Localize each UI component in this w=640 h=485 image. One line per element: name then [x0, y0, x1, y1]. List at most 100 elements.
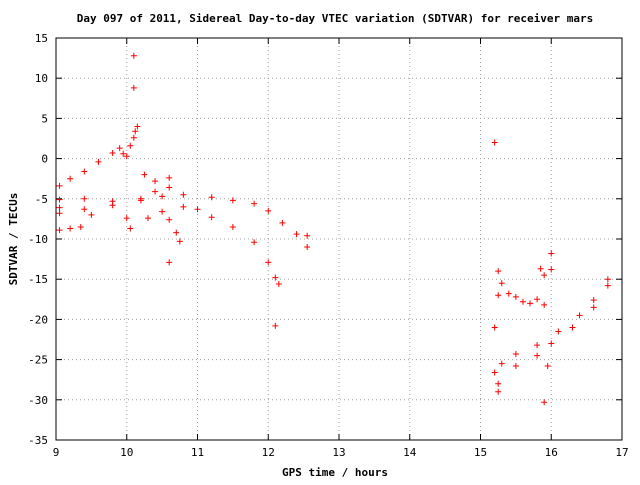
data-point	[229, 197, 236, 204]
data-point	[279, 219, 286, 226]
data-point	[548, 250, 555, 257]
data-point	[251, 200, 258, 207]
data-point	[137, 197, 144, 204]
x-tick-label: 15	[474, 446, 487, 459]
data-point	[130, 84, 137, 91]
data-point	[81, 195, 88, 202]
x-axis-label: GPS time / hours	[282, 466, 388, 479]
data-point	[491, 324, 498, 331]
data-point	[56, 227, 63, 234]
y-tick-label: 0	[41, 153, 48, 166]
data-point	[166, 174, 173, 181]
data-point	[275, 281, 282, 288]
data-point	[166, 216, 173, 223]
y-tick-label: 15	[35, 32, 48, 45]
x-tick-label: 17	[615, 446, 628, 459]
data-point	[208, 194, 215, 201]
data-point	[512, 293, 519, 300]
data-point	[527, 300, 534, 307]
data-point	[541, 399, 548, 406]
x-tick-label: 14	[403, 446, 417, 459]
data-point	[251, 239, 258, 246]
data-point	[81, 168, 88, 175]
data-point	[144, 215, 151, 222]
data-point	[56, 204, 63, 211]
data-point	[604, 276, 611, 283]
data-point	[152, 178, 159, 185]
grid-layer	[56, 38, 622, 440]
y-tick-label: -20	[28, 313, 48, 326]
data-point	[534, 296, 541, 303]
x-tick-label: 16	[545, 446, 558, 459]
data-point	[495, 292, 502, 299]
data-point	[208, 214, 215, 221]
data-point	[544, 363, 551, 370]
data-point	[541, 301, 548, 308]
data-point	[512, 363, 519, 370]
x-tick-label: 10	[120, 446, 133, 459]
y-tick-labels: 15 10 5 0 -5 -10 -15 -20 -25 -30 -35	[28, 32, 48, 447]
tick-layer	[55, 37, 623, 441]
data-point	[180, 191, 187, 198]
data-point	[166, 184, 173, 191]
data-point	[194, 206, 201, 213]
data-point	[123, 153, 130, 160]
points-layer	[56, 52, 611, 406]
data-point	[272, 322, 279, 329]
data-point	[130, 52, 137, 59]
data-point	[132, 128, 139, 135]
data-point	[304, 244, 311, 251]
data-point	[590, 304, 597, 311]
data-point	[81, 206, 88, 213]
data-point	[519, 298, 526, 305]
data-point	[498, 280, 505, 287]
data-point	[116, 145, 123, 152]
y-axis-label: SDTVAR / TECUs	[7, 193, 20, 286]
chart-title: Day 097 of 2011, Sidereal Day-to-day VTE…	[77, 12, 594, 25]
data-point	[495, 380, 502, 387]
x-tick-labels: 9 10 11 12 13 14 15 16 17	[53, 446, 629, 459]
data-point	[272, 274, 279, 281]
y-tick-label: -10	[28, 233, 48, 246]
y-tick-label: -35	[28, 434, 48, 447]
data-point	[304, 232, 311, 239]
data-point	[109, 149, 116, 156]
data-point	[265, 207, 272, 214]
y-tick-label: 10	[35, 72, 48, 85]
data-point	[537, 265, 544, 272]
data-point	[67, 225, 74, 232]
x-tick-label: 11	[191, 446, 204, 459]
x-tick-label: 9	[53, 446, 60, 459]
y-tick-label: 5	[41, 112, 48, 125]
data-point	[95, 158, 102, 165]
data-point	[498, 360, 505, 367]
y-tick-label: -25	[28, 354, 48, 367]
data-point	[548, 340, 555, 347]
data-point	[512, 350, 519, 357]
data-point	[88, 211, 95, 218]
data-point	[534, 342, 541, 349]
data-point	[130, 134, 137, 141]
y-tick-label: -15	[28, 273, 48, 286]
data-point	[604, 282, 611, 289]
data-point	[56, 182, 63, 189]
data-point	[576, 312, 583, 319]
data-point	[141, 171, 148, 178]
x-tick-label: 12	[262, 446, 275, 459]
data-point	[77, 223, 84, 230]
data-point	[590, 297, 597, 304]
data-point	[569, 324, 576, 331]
data-point	[109, 202, 116, 209]
data-point	[555, 328, 562, 335]
x-tick-label: 13	[332, 446, 345, 459]
data-point	[541, 272, 548, 279]
data-point	[159, 193, 166, 200]
data-point	[293, 231, 300, 238]
data-point	[534, 352, 541, 359]
y-tick-label: -30	[28, 394, 48, 407]
data-point	[166, 259, 173, 266]
data-point	[56, 210, 63, 217]
data-point	[120, 150, 127, 157]
